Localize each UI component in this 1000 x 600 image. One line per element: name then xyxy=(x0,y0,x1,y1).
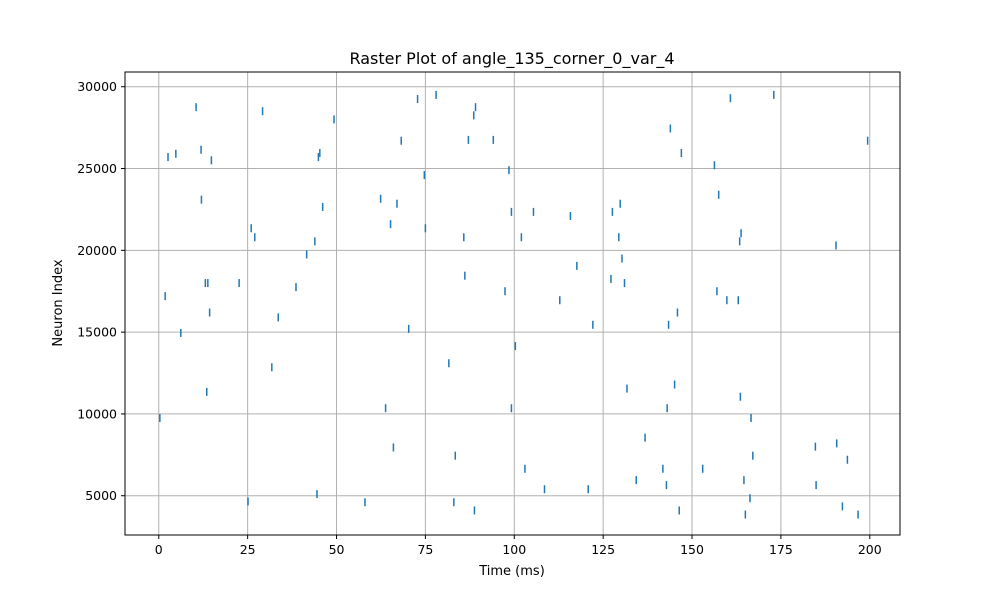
plot-frame xyxy=(124,71,901,536)
chart-title: Raster Plot of angle_135_corner_0_var_4 xyxy=(349,49,674,69)
x-axis-ticks: 0 25 50 75 100 125 150 175 200 xyxy=(155,535,882,557)
x-tick-label: 0 xyxy=(155,542,163,557)
y-tick-label: 25000 xyxy=(77,161,117,176)
y-tick-label: 10000 xyxy=(77,406,117,421)
y-tick-label: 30000 xyxy=(77,79,117,94)
y-axis-ticks: 5000 10000 15000 20000 25000 30000 xyxy=(77,79,125,503)
y-tick-label: 20000 xyxy=(77,243,117,258)
y-tick-label: 15000 xyxy=(77,325,117,340)
x-tick-label: 50 xyxy=(329,542,345,557)
y-tick-label: 5000 xyxy=(85,488,117,503)
x-tick-label: 75 xyxy=(417,542,433,557)
x-tick-label: 200 xyxy=(858,542,882,557)
x-axis-label: Time (ms) xyxy=(478,564,545,579)
grid-lines xyxy=(125,72,900,535)
x-tick-label: 100 xyxy=(502,542,526,557)
spike-markers xyxy=(159,90,869,519)
y-axis-label: Neuron Index xyxy=(51,259,66,346)
x-tick-label: 25 xyxy=(240,542,256,557)
x-tick-label: 150 xyxy=(680,542,704,557)
x-tick-label: 125 xyxy=(591,542,615,557)
x-tick-label: 175 xyxy=(769,542,793,557)
